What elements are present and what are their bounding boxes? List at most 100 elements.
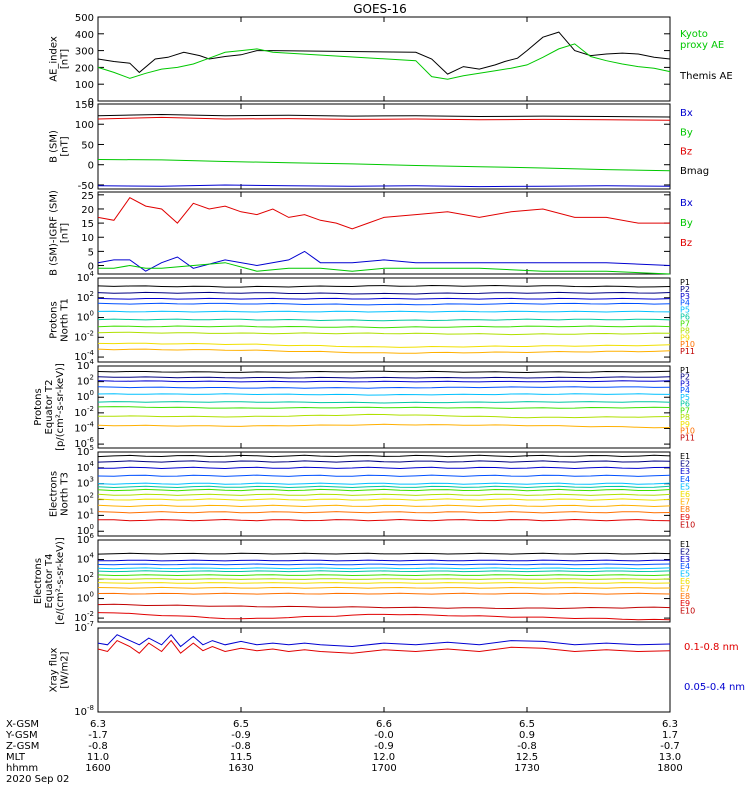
- y-tick-label: 10-4: [74, 349, 94, 363]
- legend-label: E4: [680, 475, 690, 484]
- legend-label: P3: [680, 292, 690, 301]
- y-tick-label: 104: [77, 552, 95, 566]
- legend-label: E2: [680, 547, 690, 556]
- y-tick-label: 10: [81, 233, 94, 244]
- series-line: [97, 113, 671, 118]
- footer-value: 1800: [657, 763, 682, 774]
- y-tick-label: 104: [77, 358, 95, 372]
- legend-label: By: [680, 127, 693, 138]
- series-line: [97, 393, 671, 396]
- legend-label: Bz: [680, 147, 692, 158]
- series-line: [97, 567, 671, 570]
- y-tick-label: 105: [77, 444, 94, 458]
- series-line: [97, 197, 670, 230]
- series-line: [97, 342, 671, 348]
- legend-label: E7: [680, 498, 690, 507]
- series-line: [97, 159, 671, 172]
- series-line: [98, 262, 671, 275]
- series-line: [97, 582, 671, 584]
- legend-label: Themis AE: [679, 71, 733, 82]
- series-line: [97, 592, 671, 595]
- y-tick-label: 400: [75, 30, 94, 41]
- y-tick-label: 106: [77, 532, 95, 546]
- footer-row-label: X-GSM: [6, 719, 39, 730]
- legend-label: P2: [680, 373, 690, 382]
- footer-value: 6.3: [90, 719, 106, 730]
- series-line: [97, 511, 671, 514]
- y-tick-label: 102: [77, 571, 94, 585]
- legend-label: E3: [680, 467, 690, 476]
- y-tick-label: 20: [81, 205, 94, 216]
- series-line: [97, 302, 671, 306]
- y-tick-label: 10-4: [74, 420, 94, 434]
- legend-label: P4: [680, 299, 690, 308]
- legend-label: P11: [680, 433, 695, 442]
- series-line: [97, 376, 671, 379]
- y-tick-label: 10-8: [74, 704, 94, 718]
- legend-label: E10: [680, 607, 695, 616]
- legend-label: E5: [680, 482, 690, 491]
- footer-value: 11.5: [230, 752, 252, 763]
- y-tick-label: 0: [88, 97, 94, 108]
- y-tick-label: 300: [75, 47, 94, 58]
- series-line: [97, 31, 671, 75]
- legend-label: P7: [680, 319, 690, 328]
- y-axis-label: Xray flux: [49, 648, 60, 693]
- series-line: [97, 250, 671, 272]
- footer-value: 1730: [514, 763, 539, 774]
- legend-label: E9: [680, 599, 690, 608]
- footer-value: -0.0: [374, 730, 394, 741]
- legend-label: proxy AE: [680, 40, 724, 51]
- y-axis-label: [nT]: [60, 223, 71, 243]
- y-tick-label: 10-2: [74, 405, 94, 419]
- legend-label: P10: [680, 427, 695, 436]
- series-line: [97, 578, 671, 580]
- series-line: [97, 380, 671, 383]
- series-line: [97, 574, 671, 577]
- series-line: [97, 43, 671, 80]
- legend-label: Bx: [680, 198, 693, 209]
- footer-row-label: Z-GSM: [6, 741, 39, 752]
- footer-value: 11.0: [87, 752, 109, 763]
- series-line: [97, 466, 671, 470]
- series-line: [97, 401, 671, 404]
- footer-date: 2020 Sep 02: [6, 774, 69, 785]
- footer-value: 0.9: [519, 730, 535, 741]
- footer-value: 6.3: [662, 719, 678, 730]
- legend-label: E10: [680, 520, 695, 529]
- y-axis-label: [nT]: [60, 49, 71, 69]
- legend-label: E1: [680, 452, 690, 461]
- y-axis-label: Equator T2: [44, 380, 55, 435]
- y-axis-label: [p/(cm²-s-sr-keV)]: [55, 363, 66, 451]
- legend-label: P6: [680, 313, 690, 322]
- y-tick-label: 102: [77, 290, 94, 304]
- legend-label: Bmag: [680, 166, 709, 177]
- y-tick-label: 100: [77, 591, 94, 605]
- legend-label: Bx: [680, 108, 693, 119]
- series-line: [97, 184, 671, 188]
- legend-label: P1: [680, 366, 690, 375]
- y-axis-label: Electrons: [33, 558, 44, 604]
- legend-label: E3: [680, 555, 690, 564]
- footer-value: 6.5: [519, 719, 535, 730]
- series-line: [97, 297, 671, 300]
- series-line: [97, 291, 671, 295]
- footer-value: -0.8: [88, 741, 108, 752]
- y-tick-label: 5: [88, 247, 94, 258]
- series-line: [97, 318, 671, 322]
- series-line: [97, 563, 671, 566]
- footer-value: 6.6: [376, 719, 392, 730]
- legend-label: P1: [680, 278, 690, 287]
- series-line: [97, 552, 671, 555]
- y-tick-label: 103: [77, 476, 94, 490]
- series-line: [97, 493, 671, 496]
- series-line: [97, 331, 671, 336]
- y-tick-label: 150: [75, 100, 94, 111]
- legend-label: P8: [680, 413, 690, 422]
- footer-value: -0.9: [231, 730, 251, 741]
- y-tick-label: 500: [75, 13, 94, 24]
- series-line: [97, 325, 671, 329]
- y-tick-label: 100: [77, 523, 94, 537]
- y-tick-label: 100: [77, 389, 94, 403]
